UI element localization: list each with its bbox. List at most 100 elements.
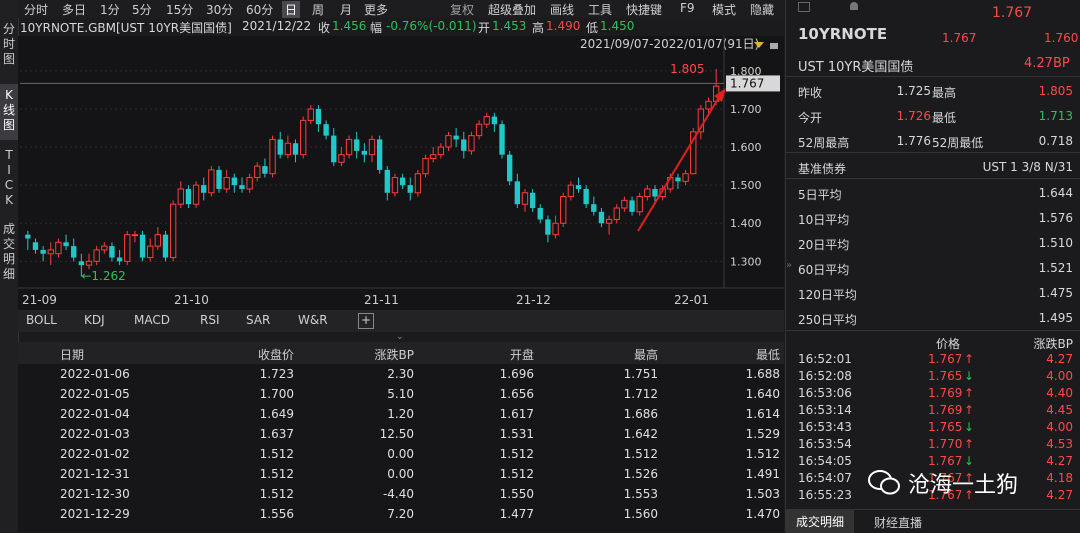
tab-live[interactable]: 财经直播 (874, 516, 923, 530)
avg-label: 120日平均 (798, 288, 857, 302)
candle (292, 139, 299, 163)
instrument-name: 10YRNOTE.GBM[UST 10YR美国国债] (20, 21, 232, 35)
table-cell: 1.512 (499, 467, 534, 481)
stat-l2: 最高 (932, 86, 957, 100)
col-date[interactable]: 日期 (60, 348, 85, 362)
x-tick-label: 21-11 (364, 293, 399, 307)
low-value: 1.450 (600, 19, 635, 33)
trend-arrowhead (714, 88, 726, 102)
period-toolbar: 分时 多日 1分 5分 15分 30分 60分 日 周 月 更多 复权 超级叠加… (18, 0, 784, 18)
ind-tab-wr[interactable]: W&R (298, 313, 328, 327)
tb-adjust[interactable]: 复权 (450, 3, 475, 17)
table-row[interactable]: 2022-01-06 1.723 2.30 1.696 1.751 1.688 (18, 364, 784, 384)
table-cell: 1.712 (623, 387, 658, 401)
ind-tab-macd[interactable]: MACD (134, 313, 170, 327)
expand-handle-icon[interactable]: » (786, 260, 793, 271)
candle (201, 177, 207, 201)
tb-60min[interactable]: 60分 (246, 3, 274, 17)
candle (131, 230, 139, 243)
col-open[interactable]: 开盘 (509, 348, 534, 362)
table-cell: 2.30 (387, 367, 414, 381)
kline-chart[interactable]: 2021/09/07-2022/01/07(91日) 1.800 1.700 1.6… (18, 36, 784, 310)
tb-mode[interactable]: 模式 (712, 3, 737, 17)
tb-more[interactable]: 更多 (364, 3, 389, 17)
tb-week[interactable]: 周 (312, 3, 325, 17)
table-cell: 1.529 (745, 427, 780, 441)
bell-icon[interactable] (850, 2, 858, 10)
range-arrow-icon[interactable] (754, 42, 764, 48)
low-label: 低 (586, 21, 599, 35)
candle (521, 188, 529, 212)
lock-icon[interactable] (770, 43, 778, 49)
ind-tab-rsi[interactable]: RSI (200, 313, 220, 327)
stat-l2: 52周最低 (932, 136, 984, 150)
candle (277, 131, 283, 159)
tb-15min[interactable]: 15分 (166, 3, 194, 17)
candle (216, 166, 222, 193)
tb-month[interactable]: 月 (340, 3, 353, 17)
tick-price: 1.769 (928, 386, 963, 400)
side-tab-label: 成交明细 (2, 222, 15, 281)
x-tick-label: 21-12 (516, 293, 551, 307)
ind-tab-sar[interactable]: SAR (246, 313, 271, 327)
col-low[interactable]: 最低 (755, 348, 780, 362)
candle (506, 150, 513, 186)
candle (391, 173, 399, 197)
table-row[interactable]: 2022-01-02 1.512 0.00 1.512 1.512 1.512 (18, 444, 784, 464)
candle (376, 135, 383, 174)
collapse-icon[interactable]: ⌄ (396, 332, 404, 342)
tb-30min[interactable]: 30分 (206, 3, 234, 17)
candle (169, 200, 177, 262)
table-row[interactable]: 2022-01-05 1.700 5.10 1.656 1.712 1.640 (18, 384, 784, 404)
tick-change: 4.18 (1046, 471, 1073, 485)
y-tick-label: 1.300 (730, 255, 762, 268)
avg-value: 1.521 (1038, 261, 1073, 275)
stat-v2: 0.718 (1038, 134, 1073, 148)
side-tab-timeshare[interactable]: 分时图 (0, 22, 18, 72)
tb-1min[interactable]: 1分 (100, 3, 120, 17)
tb-draw[interactable]: 画线 (550, 3, 575, 17)
tb-f9[interactable]: F9 (680, 1, 695, 15)
side-tab-kline[interactable]: K线图 (0, 84, 18, 140)
tb-overlay[interactable]: 超级叠加 (488, 3, 537, 17)
tb-timeshare[interactable]: 分时 (24, 3, 49, 17)
ind-tab-kdj[interactable]: KDJ (84, 313, 105, 327)
tb-hotkey[interactable]: 快捷键 (626, 3, 663, 17)
table-cell: 5.10 (387, 387, 414, 401)
tick-change: 4.45 (1046, 403, 1073, 417)
side-tab-tick[interactable]: TICK (0, 148, 18, 214)
candle (246, 173, 253, 193)
table-row[interactable]: 2021-12-30 1.512 -4.40 1.550 1.553 1.503 (18, 484, 784, 504)
table-row[interactable]: 2021-12-29 1.556 7.20 1.477 1.560 1.470 (18, 504, 784, 524)
instrument-fullname: UST 10YR美国国债 (798, 60, 914, 75)
candle (567, 181, 575, 201)
col-high[interactable]: 最高 (633, 348, 658, 362)
candle (323, 120, 329, 140)
ind-tab-boll[interactable]: BOLL (26, 313, 57, 327)
side-tab-label: TICK (4, 148, 14, 207)
tb-hide[interactable]: 隐藏 (750, 3, 775, 17)
window-icon[interactable] (798, 2, 810, 12)
col-change[interactable]: 涨跌BP (374, 348, 414, 362)
table-row[interactable]: 2022-01-04 1.649 1.20 1.617 1.686 1.614 (18, 404, 784, 424)
tb-day[interactable]: 日 (282, 1, 301, 18)
tb-multiday[interactable]: 多日 (62, 3, 87, 17)
table-row[interactable]: 2021-12-31 1.512 0.00 1.512 1.526 1.491 (18, 464, 784, 484)
max-label: 1.805 (670, 62, 704, 76)
tb-5min[interactable]: 5分 (132, 3, 152, 17)
avg-value: 1.644 (1038, 186, 1073, 200)
table-cell: 1.512 (499, 447, 534, 461)
tick-change: 4.00 (1046, 420, 1073, 434)
candle (529, 188, 536, 212)
kline-chart-panel[interactable]: 2021/09/07-2022/01/07(91日) 1.800 1.700 1.6… (18, 36, 784, 310)
table-row[interactable]: 2022-01-03 1.637 12.50 1.531 1.642 1.529 (18, 424, 784, 444)
candle (63, 234, 69, 250)
add-indicator-button[interactable]: + (358, 313, 374, 329)
table-cell: -4.40 (382, 487, 414, 501)
candle (208, 166, 215, 197)
side-tab-trades[interactable]: 成交明细 (0, 222, 18, 288)
tab-trades[interactable]: 成交明细 (786, 510, 855, 533)
col-close[interactable]: 收盘价 (257, 348, 294, 362)
arrow-up-icon: ↑ (964, 386, 975, 400)
tb-tools[interactable]: 工具 (588, 3, 613, 17)
